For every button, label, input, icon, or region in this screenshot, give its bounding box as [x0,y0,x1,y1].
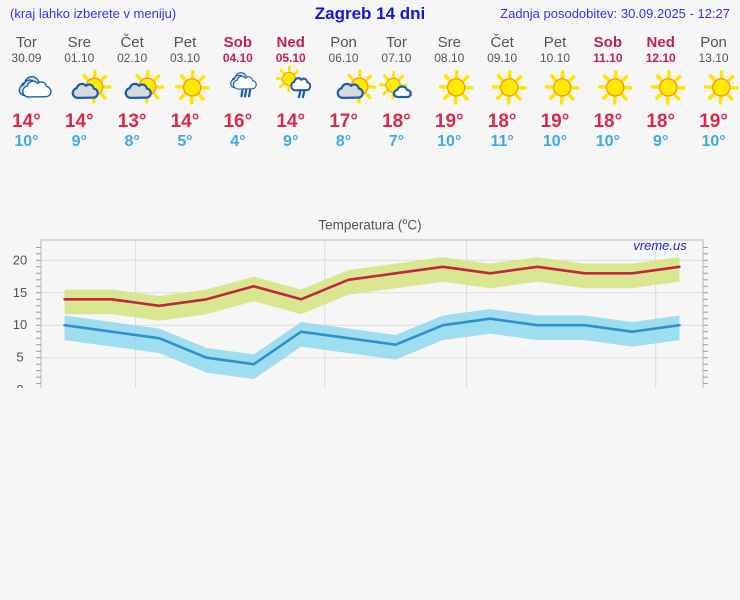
svg-text:5: 5 [16,350,23,365]
svg-text:15: 15 [13,285,27,300]
svg-text:20: 20 [13,252,27,267]
svg-text:vreme.us: vreme.us [633,238,687,253]
svg-text:0: 0 [16,382,23,388]
svg-text:10: 10 [13,317,27,332]
